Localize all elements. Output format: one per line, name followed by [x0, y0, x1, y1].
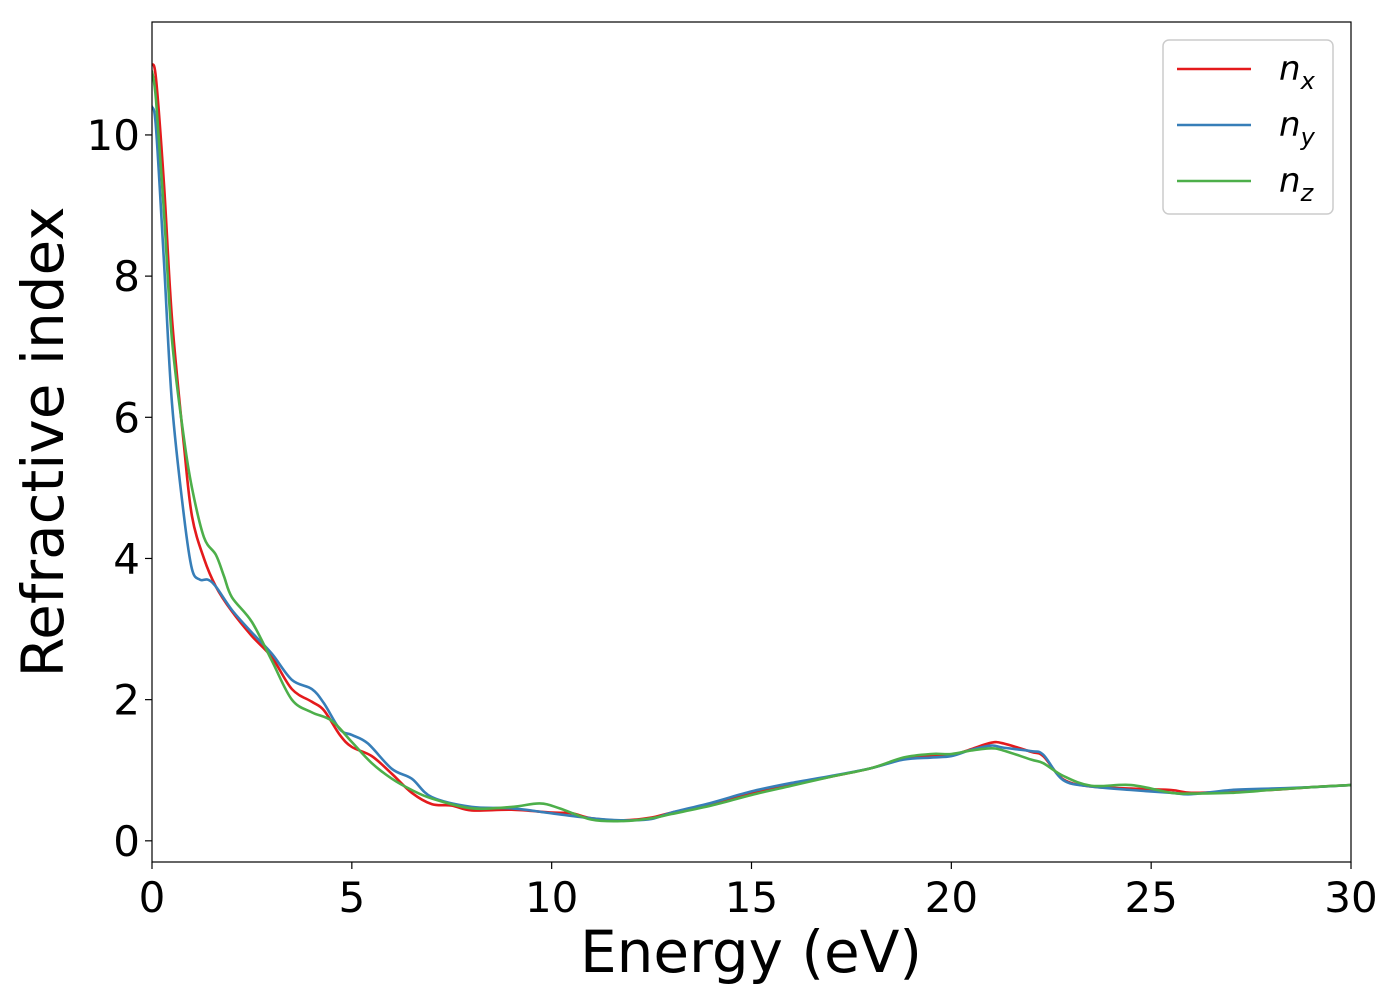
legend-label-main: n — [1279, 105, 1301, 145]
y-axis-label: Refractive index — [9, 206, 77, 677]
legend-frame — [1162, 39, 1334, 215]
y-tick-label: 2 — [113, 676, 140, 725]
legend-label-n-z: nz — [1279, 161, 1315, 207]
x-axis-label: Energy (eV) — [580, 918, 922, 986]
x-tick-label: 20 — [925, 873, 978, 922]
x-tick-label: 0 — [139, 873, 166, 922]
x-axis-ticks: 0 5 10 15 20 25 30 — [139, 862, 1378, 922]
x-tick-label: 10 — [525, 873, 578, 922]
y-tick-label: 8 — [113, 252, 140, 301]
legend-label-sub: z — [1300, 179, 1315, 207]
legend-label-sub: y — [1300, 123, 1316, 151]
x-tick-label: 5 — [338, 873, 365, 922]
legend-label-n-y: ny — [1279, 105, 1316, 151]
y-tick-label: 0 — [113, 817, 140, 866]
x-tick-label: 25 — [1124, 873, 1177, 922]
legend-label-sub: x — [1300, 67, 1316, 95]
x-tick-label: 15 — [725, 873, 778, 922]
y-tick-label: 10 — [87, 111, 140, 160]
y-tick-label: 4 — [113, 534, 140, 583]
series-line-n-z — [152, 70, 1351, 823]
x-tick-label: 30 — [1324, 873, 1377, 922]
y-axis-ticks: 0 2 4 6 8 10 — [87, 111, 152, 866]
legend-label-n-x: nx — [1279, 49, 1316, 95]
legend-label-main: n — [1279, 49, 1301, 89]
legend-label-main: n — [1279, 161, 1301, 201]
y-tick-label: 6 — [113, 393, 140, 442]
series-layer — [152, 63, 1351, 823]
